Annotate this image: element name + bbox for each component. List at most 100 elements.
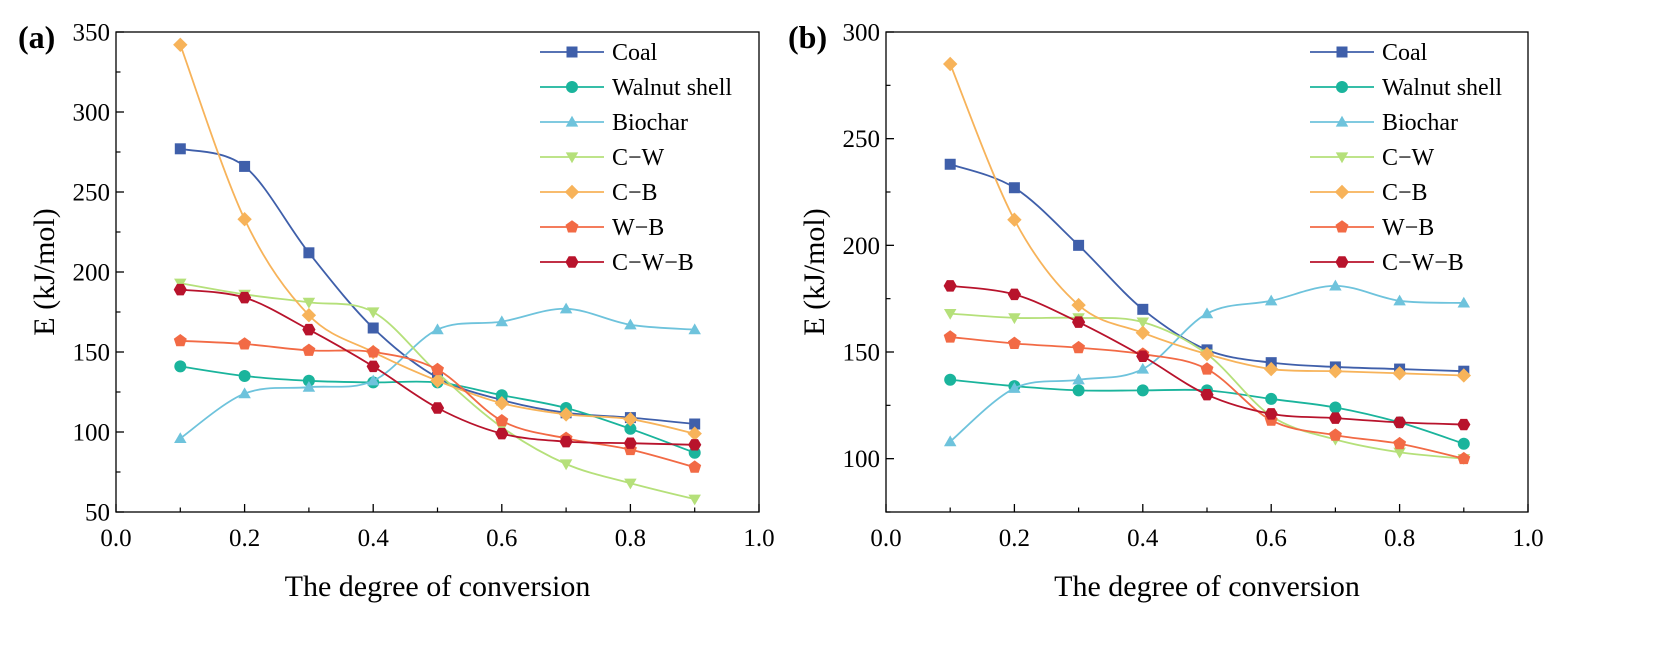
legend-item-w-b: W−B (1310, 215, 1434, 241)
series-c-w (174, 278, 701, 506)
data-point-biochar (1393, 294, 1406, 306)
series-c-w-b (943, 280, 1471, 431)
y-tick-label: 50 (85, 500, 110, 527)
legend-item-coal: Coal (1310, 40, 1428, 66)
data-point-walnut-shell (1136, 384, 1149, 397)
series-biochar (943, 279, 1471, 447)
data-point-c-b (1199, 346, 1215, 362)
data-point-c-w (688, 494, 701, 506)
data-point-c-w-b (688, 439, 702, 451)
x-axis-title: The degree of conversion (285, 570, 591, 603)
data-point-walnut-shell (624, 422, 637, 435)
data-point-c-b (623, 412, 638, 427)
data-point-c-b (430, 373, 445, 388)
data-point-coal (174, 143, 186, 155)
data-point-c-b (687, 426, 702, 441)
data-point-c-w-b (559, 435, 573, 448)
data-point-biochar (366, 374, 380, 386)
data-point-c-w-b (238, 291, 252, 304)
data-point-c-w (943, 309, 957, 320)
legend-label: C−W (1382, 145, 1435, 171)
legend-label: Coal (1382, 40, 1428, 66)
data-point-c-w-b (366, 360, 380, 373)
data-point-walnut-shell (302, 374, 315, 387)
data-point-w-b (431, 362, 444, 376)
y-tick-label: 250 (73, 180, 111, 207)
data-point-c-w-b (1007, 288, 1021, 301)
data-point-coal (1073, 239, 1085, 251)
y-tick-label: 200 (843, 233, 881, 260)
legend-label: Walnut shell (1382, 75, 1502, 101)
legend-item-c-w: C−W (1310, 145, 1435, 171)
data-point-c-w-b (1457, 418, 1471, 431)
legend-swatch-marker (565, 220, 579, 233)
y-tick-label: 250 (843, 126, 881, 153)
y-tick-label: 100 (843, 446, 881, 473)
legend-item-c-b: C−B (1310, 180, 1428, 206)
panel-label: (a) (18, 19, 55, 55)
data-point-c-w-b (943, 280, 957, 292)
data-point-biochar (624, 318, 637, 330)
legend-swatch-marker (1336, 46, 1348, 58)
data-point-c-b (1392, 366, 1407, 381)
data-point-biochar (559, 302, 573, 314)
data-point-biochar (1072, 373, 1085, 385)
data-point-c-b (494, 396, 509, 411)
data-point-c-w-b (302, 323, 316, 336)
y-axis-title: E (kJ/mol) (28, 208, 61, 336)
legend-item-c-w: C−W (540, 145, 665, 171)
data-point-c-w-b (430, 402, 445, 414)
legend-swatch-marker (565, 256, 579, 268)
data-point-c-w (559, 459, 573, 471)
x-tick-label: 0.8 (1384, 525, 1415, 552)
data-point-c-w-b (1393, 416, 1407, 429)
x-axis-title: The degree of conversion (1054, 570, 1360, 603)
x-tick-label: 0.0 (870, 525, 901, 552)
x-tick-label: 1.0 (1512, 525, 1543, 552)
data-point-walnut-shell (1329, 401, 1342, 414)
legend-swatch-marker (565, 152, 579, 164)
data-point-w-b (173, 334, 187, 347)
data-point-w-b (495, 414, 509, 427)
legend-label: C−B (1382, 180, 1428, 206)
data-point-walnut-shell (944, 373, 957, 386)
legend: Coal Walnut shell Biochar C−W C−B W−B C−W−B (1310, 40, 1502, 276)
legend-swatch-marker (1336, 81, 1348, 93)
y-tick-label: 300 (843, 20, 881, 47)
y-tick-label: 300 (73, 100, 111, 127)
data-point-w-b (1007, 336, 1021, 349)
data-point-biochar (1457, 296, 1471, 308)
data-point-walnut-shell (495, 389, 508, 402)
x-tick-label: 0.2 (999, 525, 1030, 552)
data-point-walnut-shell (1072, 384, 1085, 397)
data-point-c-b (1264, 361, 1279, 377)
x-tick-label: 0.6 (486, 525, 517, 552)
y-tick-label: 150 (843, 340, 881, 367)
data-point-biochar (431, 323, 444, 335)
data-point-c-b (237, 212, 252, 227)
data-point-coal (1137, 303, 1149, 315)
data-point-walnut-shell (174, 360, 187, 373)
x-tick-label: 0.6 (1256, 525, 1287, 552)
data-point-c-w-b (1264, 408, 1278, 420)
legend-item-c-b: C−B (540, 180, 658, 206)
data-point-c-w (1136, 317, 1150, 329)
data-point-w-b (943, 330, 957, 343)
data-point-coal (303, 247, 315, 259)
data-point-c-w-b (1072, 316, 1086, 328)
legend-item-coal: Coal (540, 40, 658, 66)
y-tick-label: 200 (73, 260, 111, 287)
data-point-biochar (174, 432, 187, 443)
data-point-c-w-b (1328, 412, 1342, 424)
data-point-c-w (624, 478, 637, 490)
legend-swatch-marker (1335, 115, 1349, 127)
data-point-w-b (238, 337, 252, 350)
data-point-c-w (366, 307, 380, 319)
data-point-c-b (1456, 368, 1471, 383)
data-point-w-b (1457, 451, 1471, 465)
legend-swatch-marker (1335, 152, 1349, 164)
x-tick-label: 0.0 (100, 525, 131, 552)
legend-label: C−W (612, 145, 665, 171)
